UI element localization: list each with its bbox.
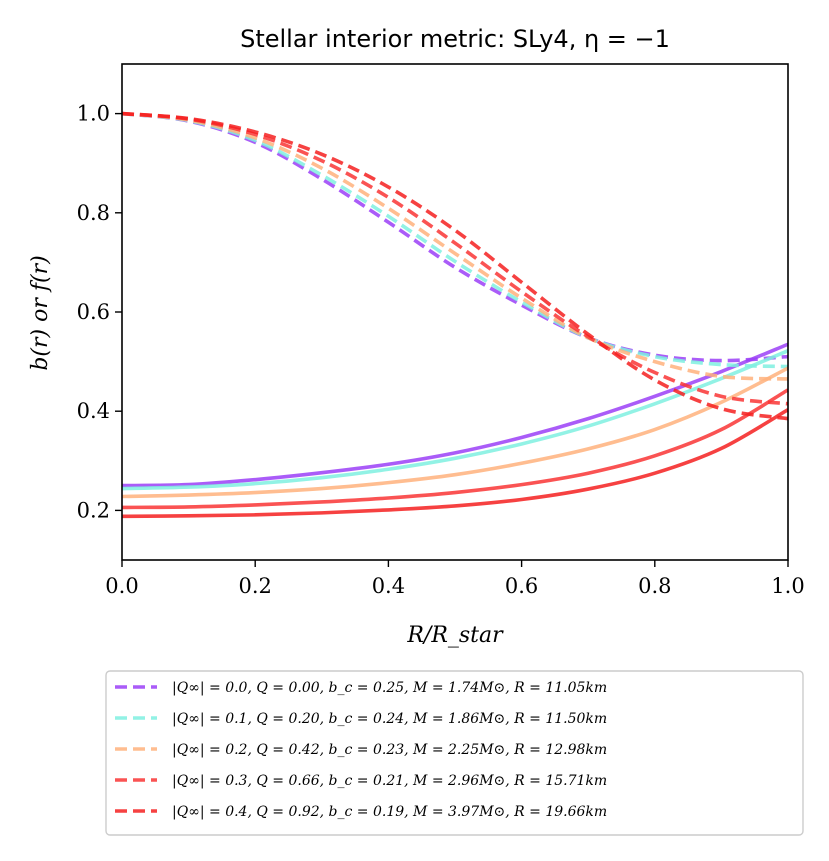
legend-frame (105, 670, 804, 836)
x-axis-label: R/R_star (406, 623, 504, 648)
y-tick-label-3: 0.8 (77, 201, 110, 225)
series-2-b-line (121, 366, 789, 499)
chart-title: Stellar interior metric: SLy4, η = −1 (240, 25, 670, 53)
y-tick-label-1: 0.4 (77, 399, 110, 423)
x-tick-label-0: 0.0 (105, 574, 138, 598)
series-4-b-line (121, 408, 789, 519)
y-tick-label-2: 0.6 (77, 300, 110, 324)
y-tick-label-4: 1.0 (77, 102, 110, 126)
series-1-b-line (121, 349, 789, 491)
series-4-f-line (121, 111, 789, 421)
x-tick-label-1: 0.2 (238, 574, 271, 598)
y-axis-label: b(r) or f(r) (28, 255, 53, 370)
x-tick-label-3: 0.6 (505, 574, 538, 598)
legend-label-4: |Q∞| = 0.4, Q = 0.92, b_c = 0.19, M = 3.… (172, 804, 607, 820)
x-tick-label-4: 0.8 (638, 574, 671, 598)
series-3-b-line (121, 388, 789, 510)
legend-label-3: |Q∞| = 0.3, Q = 0.66, b_c = 0.21, M = 2.… (172, 773, 607, 789)
y-tick-label-0: 0.2 (77, 498, 110, 522)
plot-curves (121, 111, 789, 519)
series-2-f-line (121, 111, 789, 381)
legend-label-1: |Q∞| = 0.1, Q = 0.20, b_c = 0.24, M = 1.… (172, 711, 607, 727)
legend: |Q∞| = 0.0, Q = 0.00, b_c = 0.25, M = 1.… (105, 670, 804, 836)
x-tick-label-2: 0.4 (372, 574, 405, 598)
legend-items: |Q∞| = 0.0, Q = 0.00, b_c = 0.25, M = 1.… (115, 680, 607, 820)
legend-label-2: |Q∞| = 0.2, Q = 0.42, b_c = 0.23, M = 2.… (172, 742, 607, 758)
legend-label-0: |Q∞| = 0.0, Q = 0.00, b_c = 0.25, M = 1.… (172, 680, 607, 696)
x-tick-label-5: 1.0 (771, 574, 804, 598)
axis-ticks: 0.0 0.2 0.4 0.6 0.8 1.0 0.2 0.4 0.6 0.8 1.0 (77, 102, 805, 598)
